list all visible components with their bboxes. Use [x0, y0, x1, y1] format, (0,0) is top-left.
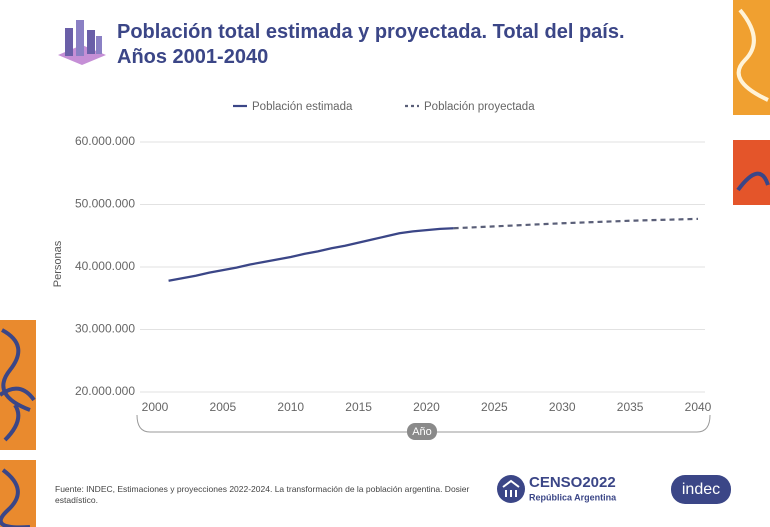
title-icon: [58, 20, 106, 65]
y-axis-label: Personas: [52, 240, 64, 287]
series-line: [453, 217, 699, 230]
x-tick-label: 2040: [685, 400, 712, 414]
x-tick-label: 2030: [549, 400, 576, 414]
censo-subtitle: República Argentina: [529, 492, 617, 502]
x-tick-label: 2015: [345, 400, 372, 414]
x-tick-label: 2000: [142, 400, 169, 414]
legend-label: Población proyectada: [424, 101, 535, 113]
y-tick-label: 20.000.000: [75, 384, 135, 398]
y-tick-label: 30.000.000: [75, 322, 135, 336]
source-note: Fuente: INDEC, Estimaciones y proyeccion…: [55, 484, 470, 505]
chart-title: Población total estimada y proyectada. T…: [117, 21, 625, 68]
censo-icon: [497, 475, 525, 503]
x-tick-label: 2005: [210, 400, 237, 414]
censo-logo: CENSO2022: [529, 474, 616, 491]
x-label-badge: [407, 423, 437, 440]
x-tick-label: 2010: [277, 400, 304, 414]
x-tick-label: 2025: [481, 400, 508, 414]
series-line: [168, 227, 454, 282]
y-tick-label: 40.000.000: [75, 259, 135, 273]
indec-badge: [671, 475, 731, 504]
x-tick-label: 2020: [413, 400, 440, 414]
x-axis-label: Año: [412, 426, 432, 438]
indec-logo: indec: [682, 481, 720, 498]
y-tick-label: 50.000.000: [75, 197, 135, 211]
x-tick-label: 2035: [617, 400, 644, 414]
legend-label: Población estimada: [252, 101, 353, 113]
y-tick-label: 60.000.000: [75, 134, 135, 148]
